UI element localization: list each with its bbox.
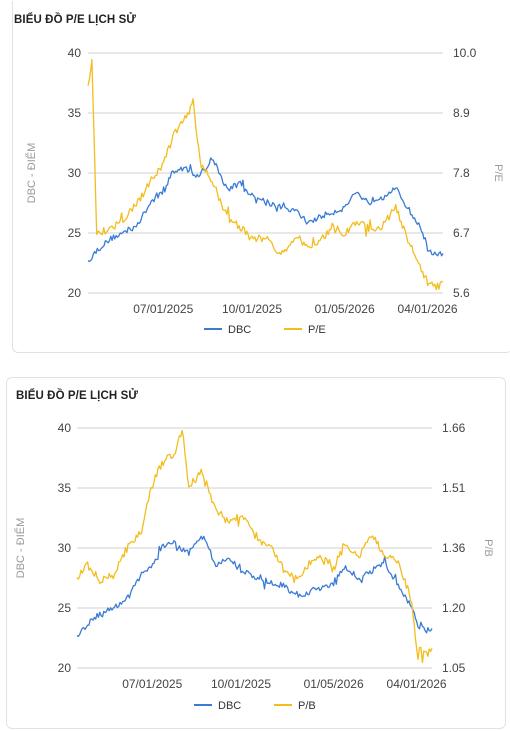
legend-item-label[interactable]: DBC [228, 324, 251, 336]
chart-title: BIỂU ĐỒ P/E LỊCH SỬ [16, 390, 138, 402]
y-tick-label: 35 [68, 106, 82, 120]
chart-title: BIỂU ĐỒ P/E LỊCH SỬ [14, 14, 136, 26]
y2-tick-label: 7.8 [453, 166, 470, 180]
x-tick-label: 10/01/2025 [222, 302, 282, 316]
y2-axis-title: P/E [492, 164, 504, 182]
y-tick-label: 20 [58, 661, 72, 675]
series-line-pb [76, 429, 433, 664]
y-tick-label: 35 [58, 481, 72, 495]
x-tick-label: 01/05/2026 [304, 677, 364, 691]
x-tick-label: 10/01/2025 [211, 677, 271, 691]
y2-tick-label: 1.66 [442, 421, 466, 435]
pe-chart-svg: 20 25 30 35 40 5.6 6.7 7.8 8.9 10.0 07/01/2025 10/0… [25, 46, 504, 336]
y-tick-label: 40 [58, 421, 72, 435]
x-tick-label: 04/01/2026 [398, 302, 458, 316]
x-tick-label: 04/01/2026 [387, 677, 447, 691]
legend-item-label[interactable]: P/B [298, 700, 316, 712]
series-line-dbc [87, 157, 444, 263]
y-tick-label: 25 [58, 601, 72, 615]
y-axis-title: DBC - ĐIỂM [14, 518, 27, 579]
y-tick-label: 40 [68, 46, 82, 60]
pb-chart-svg: 20 25 30 35 40 1.05 1.20 1.36 1.51 1.66 07/01/2025… [14, 421, 494, 712]
x-tick-label: 01/05/2026 [315, 302, 375, 316]
legend-item-label[interactable]: DBC [218, 700, 241, 712]
y2-tick-label: 1.20 [442, 601, 466, 615]
x-tick-label: 07/01/2025 [122, 677, 182, 691]
y2-tick-label: 6.7 [453, 226, 470, 240]
series-line-dbc [76, 535, 433, 638]
y2-tick-label: 10.0 [453, 46, 477, 60]
y2-tick-label: 1.36 [442, 541, 466, 555]
y-tick-label: 25 [68, 226, 82, 240]
x-tick-label: 07/01/2025 [133, 302, 193, 316]
y2-tick-label: 5.6 [453, 286, 470, 300]
y-tick-label: 20 [68, 286, 82, 300]
y-tick-label: 30 [68, 166, 82, 180]
y-axis-title: DBC - ĐIỂM [25, 143, 38, 204]
legend-item-label[interactable]: P/E [308, 324, 326, 336]
pb-chart-card: BIỂU ĐỒ P/E LỊCH SỬ 20 25 30 35 40 1.05 1.20 1.… [6, 377, 506, 729]
y2-tick-label: 1.05 [442, 661, 466, 675]
y2-tick-label: 8.9 [453, 106, 470, 120]
pe-chart-card: BIỂU ĐỒ P/E LỊCH SỬ 20 25 30 35 40 5.6 6.7 7.8 8… [12, 1, 510, 353]
y-tick-label: 30 [58, 541, 72, 555]
y2-tick-label: 1.51 [442, 481, 466, 495]
series-line-pe [87, 58, 444, 291]
y2-axis-title: P/B [482, 539, 494, 557]
